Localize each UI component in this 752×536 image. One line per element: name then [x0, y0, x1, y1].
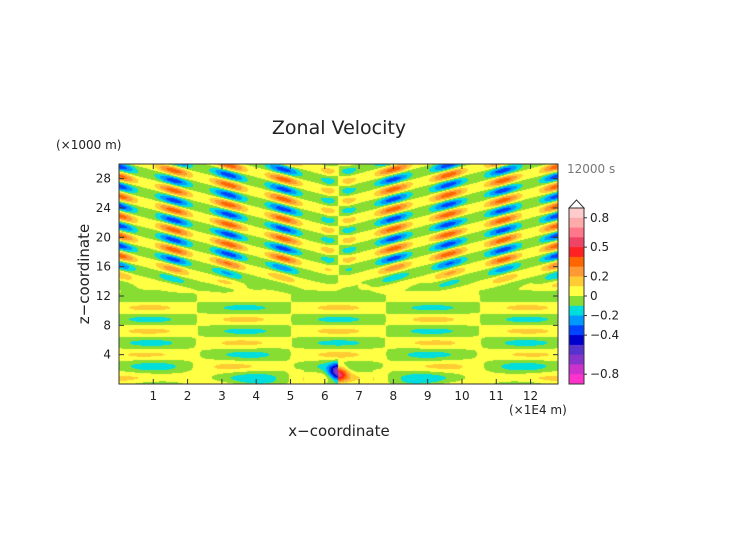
x-tick-label: 8: [390, 389, 398, 403]
colorbar-tick-label: 0.5: [590, 240, 609, 254]
y-tick-label: 24: [96, 201, 111, 215]
x-tick-label: 2: [184, 389, 192, 403]
y-axis-label: z−coordinate: [75, 224, 93, 324]
colorbar-segment: [569, 335, 584, 346]
x-tick-label: 6: [321, 389, 329, 403]
colorbar-segment: [569, 305, 584, 316]
x-tick-label: 5: [287, 389, 295, 403]
colorbar-tick-label: −0.8: [590, 367, 619, 381]
plot-area: [118, 163, 559, 385]
velocity-field: [119, 164, 558, 384]
colorbar-segment: [569, 208, 584, 219]
x-tick-label: 10: [454, 389, 469, 403]
colorbar-tick-label: 0.8: [590, 211, 609, 225]
x-tick-label: 12: [523, 389, 538, 403]
colorbar-tick-label: 0.2: [590, 269, 609, 283]
x-axis-label: x−coordinate: [288, 422, 389, 440]
colorbar-overflow-arrow: [567, 199, 586, 209]
plot-frame: [118, 163, 559, 385]
y-axis-ticks: 4 8 12 16 20 24 28: [96, 172, 558, 362]
colorbar-segment: [569, 276, 584, 287]
colorbar-segment: [569, 217, 584, 228]
colorbar-segment: [569, 315, 584, 326]
colorbar-tick-label: −0.4: [590, 328, 619, 342]
x-unit-label: (×1E4 m): [509, 403, 567, 417]
x-tick-label: 4: [252, 389, 260, 403]
x-axis-ticks: 1 2 3 4 5 6 7 8 9 10 11 12: [149, 164, 538, 403]
colorbar-segment: [569, 344, 584, 356]
colorbar-segment: [569, 354, 584, 365]
y-tick-label: 8: [103, 318, 111, 332]
colorbar-segment: [569, 237, 584, 248]
y-unit-label: (×1000 m): [56, 138, 121, 152]
x-tick-label: 1: [149, 389, 157, 403]
colorbar-segment: [569, 247, 584, 258]
y-tick-label: 4: [103, 348, 111, 362]
colorbar-segment: [569, 325, 584, 336]
x-tick-label: 9: [424, 389, 432, 403]
colorbar-segment: [569, 374, 584, 385]
colorbar-segment: [569, 286, 584, 297]
y-tick-label: 28: [96, 172, 111, 186]
time-label: 12000 s: [567, 162, 615, 176]
x-tick-label: 11: [489, 389, 504, 403]
colorbar-tick-label: −0.2: [590, 309, 619, 323]
colorbar-segment: [569, 296, 584, 307]
colorbar: 0.8 0.5 0.2 0 −0.2 −0.4 −0.8: [567, 199, 619, 385]
y-tick-label: 12: [96, 289, 111, 303]
colorbar-segment: [569, 266, 584, 277]
x-tick-label: 3: [218, 389, 226, 403]
x-tick-label: 7: [355, 389, 363, 403]
y-tick-label: 20: [96, 230, 111, 244]
y-tick-label: 16: [96, 260, 111, 274]
chart-title: Zonal Velocity: [272, 117, 406, 139]
colorbar-segment: [569, 227, 584, 238]
colorbar-tick-label: 0: [590, 289, 598, 303]
colorbar-segment: [569, 364, 584, 375]
colorbar-segment: [569, 256, 584, 268]
